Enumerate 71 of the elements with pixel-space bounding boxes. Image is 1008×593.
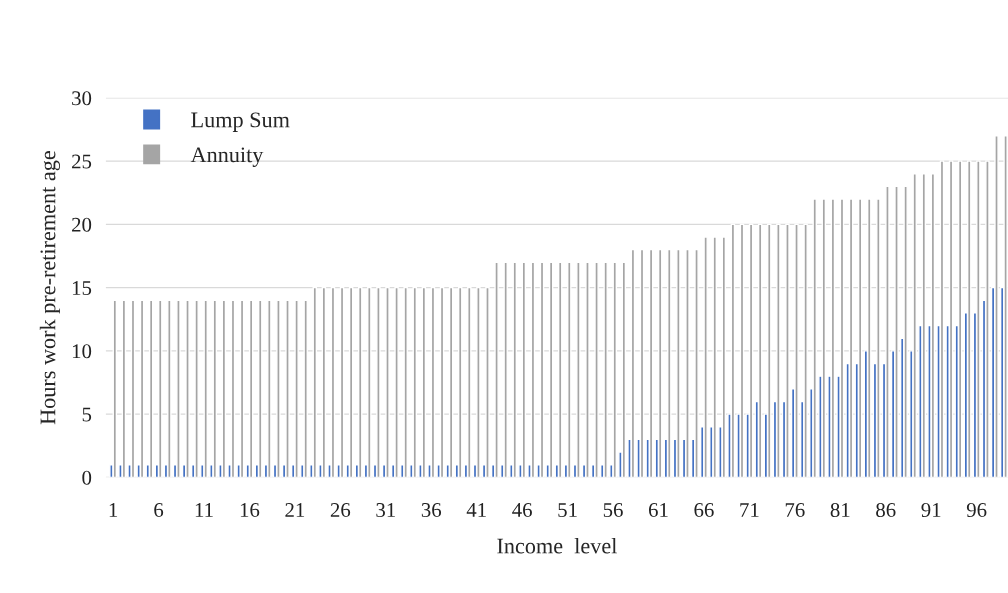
bar: [385, 286, 390, 478]
bar: [567, 261, 572, 478]
y-tick-label: 30: [72, 91, 92, 106]
y-axis-title: Hours work pre-retirement age: [39, 151, 61, 425]
x-tick-label: 21: [285, 503, 305, 517]
y-tick-label: 0: [82, 470, 92, 485]
bar: [467, 286, 472, 478]
bar: [794, 223, 799, 478]
bar: [267, 299, 272, 478]
bar: [476, 286, 481, 478]
y-tick-label: 5: [82, 407, 92, 422]
bar: [376, 286, 381, 478]
x-tick-label: 61: [648, 503, 668, 518]
bar: [285, 299, 290, 478]
bar: [976, 160, 981, 478]
x-tick-label: 76: [785, 503, 805, 518]
bar: [585, 261, 590, 478]
x-tick-label: 36: [421, 503, 442, 518]
x-tick-label: 16: [240, 503, 260, 518]
x-tick-label: 81: [830, 502, 850, 518]
bar: [185, 299, 190, 478]
x-tick-label: 6: [154, 503, 164, 518]
bar: [703, 236, 708, 478]
bar: [394, 286, 399, 478]
x-tick-label: 46: [512, 503, 532, 518]
y-tick-label: 15: [72, 281, 92, 296]
x-tick-label: 11: [195, 503, 213, 517]
bar: [594, 261, 599, 478]
y-tick-label: 25: [72, 154, 92, 169]
x-tick-label: 96: [966, 503, 987, 518]
bar: [158, 299, 163, 478]
x-tick-label: 86: [876, 502, 896, 518]
bar: [867, 198, 872, 478]
bar: [776, 223, 781, 478]
bar: [694, 248, 699, 478]
x-tick-label: 56: [603, 503, 623, 518]
bar: [767, 223, 772, 478]
bar: [167, 299, 172, 478]
bar: [676, 248, 681, 478]
x-tick-label: 41: [466, 503, 486, 517]
x-tick-label: 91: [921, 503, 941, 518]
y-tick-label: 20: [72, 217, 92, 232]
bar: [785, 223, 790, 478]
bar: [985, 160, 990, 478]
x-tick-label: 1: [109, 503, 118, 517]
x-tick-label: 66: [694, 503, 714, 518]
bar: [803, 223, 808, 478]
bar: [367, 286, 372, 478]
bar: [485, 286, 490, 478]
bar: [194, 299, 199, 478]
legend-label: Annuity: [190, 147, 264, 167]
y-tick-label: 10: [72, 344, 92, 359]
bar: [885, 185, 890, 478]
bar: [667, 248, 672, 478]
bar: [294, 299, 299, 478]
x-tick-label: 51: [558, 503, 577, 518]
x-axis-title: Income level: [497, 537, 617, 554]
bar: [994, 135, 999, 478]
bar: [494, 261, 499, 478]
bar: [276, 299, 281, 478]
bar: [685, 248, 690, 478]
bar: [576, 261, 581, 478]
bar: [903, 185, 908, 478]
bar: [894, 185, 899, 478]
x-tick-label: 71: [740, 503, 759, 517]
bar: [1003, 135, 1008, 478]
x-tick-label: 26: [330, 503, 351, 518]
bar: [176, 299, 181, 478]
bar: [876, 198, 881, 478]
x-tick-label: 31: [376, 503, 395, 518]
legend-label: Lump Sum: [191, 112, 290, 132]
